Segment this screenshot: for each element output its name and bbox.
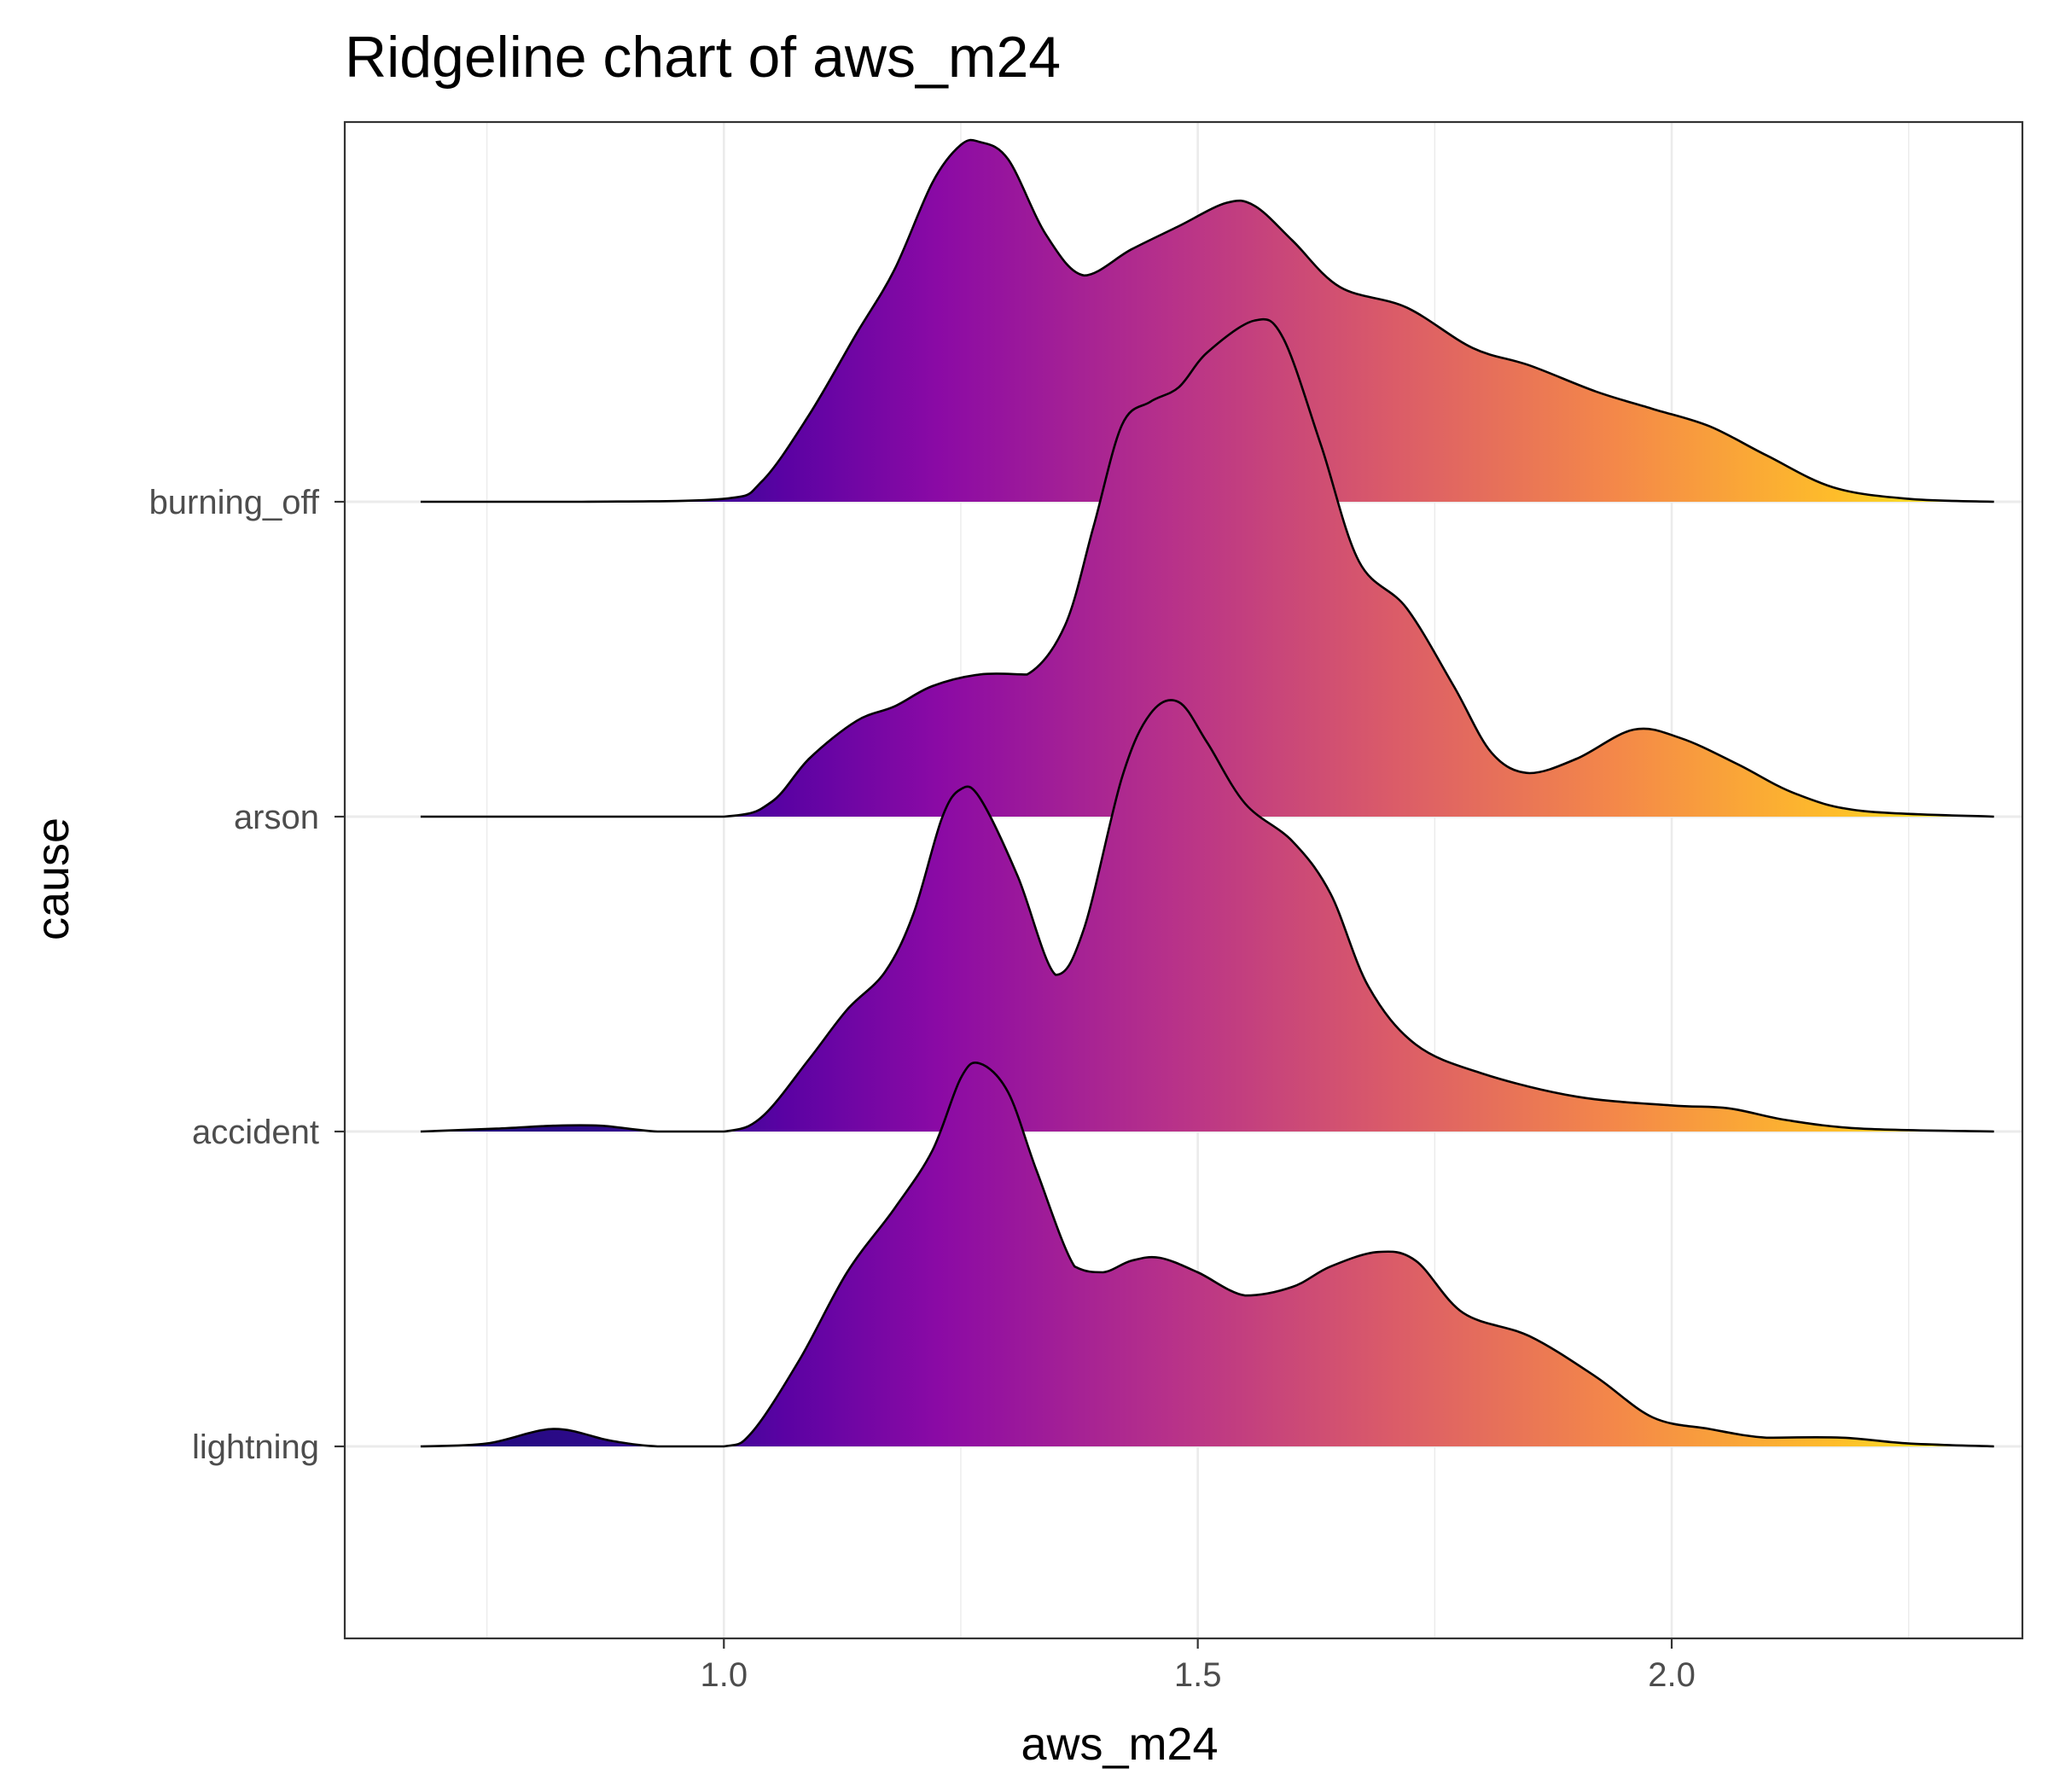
ridge-fill-lightning <box>420 1062 1994 1446</box>
chart-title: Ridgeline chart of aws_m24 <box>345 25 1061 90</box>
x-tick-label: 1.0 <box>700 1656 748 1694</box>
y-axis: lightning accident arson burning_off <box>149 484 345 1466</box>
x-tick-label: 1.5 <box>1174 1656 1222 1694</box>
ridges <box>420 138 1994 1448</box>
plot-panel-border <box>343 120 2024 1640</box>
ridge-arson <box>420 317 1994 818</box>
ridge-fill-accident <box>420 700 1994 1132</box>
y-tick-label: burning_off <box>149 484 320 521</box>
ridge-line-burning-off <box>420 138 1994 503</box>
ridge-line-arson <box>420 317 1994 818</box>
y-tick-label: lightning <box>192 1428 319 1466</box>
ridge-lightning <box>420 1061 1994 1448</box>
ridge-fill-burning-off <box>420 140 1994 502</box>
x-axis: 1.0 1.5 2.0 <box>700 1638 1696 1694</box>
ridge-accident <box>420 699 1994 1133</box>
y-tick-label: arson <box>234 799 319 836</box>
ridge-line-accident <box>420 699 1994 1133</box>
ridge-burning-off <box>420 138 1994 503</box>
ridge-line-lightning <box>420 1061 1994 1448</box>
x-axis-title: aws_m24 <box>1021 1719 1218 1770</box>
x-tick-label: 2.0 <box>1648 1656 1696 1694</box>
y-axis-title: cause <box>27 817 79 940</box>
y-tick-label: accident <box>192 1114 319 1151</box>
ridge-fill-arson <box>420 319 1994 817</box>
